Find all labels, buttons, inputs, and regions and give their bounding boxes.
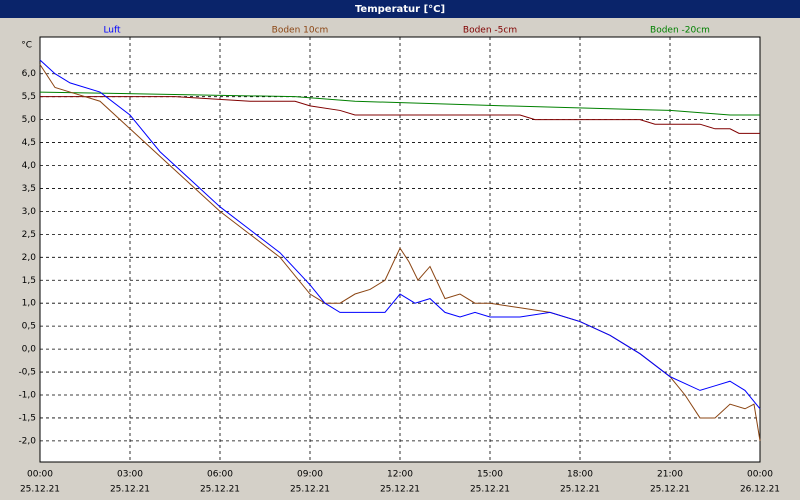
y-tick-label: 1,5	[22, 276, 36, 286]
x-tick-label: 03:00	[117, 470, 143, 480]
x-tick-label: 18:00	[567, 470, 593, 480]
x-tick-date: 25.12.21	[380, 485, 420, 495]
y-tick-label: 1,0	[22, 299, 37, 309]
x-tick-date: 25.12.21	[110, 485, 150, 495]
data-line	[40, 96, 760, 134]
chart-title: Temperatur [°C]	[355, 4, 445, 15]
y-tick-label: -0,5	[18, 368, 36, 378]
x-tick-label: 15:00	[477, 470, 503, 480]
legend-entry: Boden -20cm	[650, 26, 710, 36]
y-tick-label: 0,5	[22, 322, 36, 332]
y-tick-label: 2,5	[22, 230, 36, 240]
y-tick-label: 3,0	[22, 207, 37, 217]
legend-entry: Boden -5cm	[463, 26, 517, 36]
x-tick-date: 26.12.21	[740, 485, 780, 495]
data-line	[39, 64, 761, 441]
x-tick-date: 25.12.21	[20, 485, 60, 495]
data-line	[39, 91, 760, 116]
y-tick-label: 0,0	[22, 345, 37, 355]
y-tick-label: 4,5	[22, 138, 36, 148]
y-tick-label: 2,0	[22, 253, 37, 263]
x-tick-date: 25.12.21	[200, 485, 240, 495]
y-tick-label: 3,5	[22, 184, 36, 194]
x-tick-label: 00:00	[27, 470, 53, 480]
x-tick-label: 21:00	[657, 470, 683, 480]
x-tick-label: 00:00	[747, 470, 773, 480]
legend-entry: Luft	[103, 26, 121, 36]
y-tick-label: -2,0	[18, 436, 36, 446]
y-tick-label: -1,0	[18, 390, 36, 400]
title-bar	[0, 0, 800, 18]
x-tick-date: 25.12.21	[290, 485, 330, 495]
x-tick-label: 09:00	[297, 470, 323, 480]
x-tick-date: 25.12.21	[650, 485, 690, 495]
x-tick-label: 12:00	[387, 470, 413, 480]
x-tick-date: 25.12.21	[560, 485, 600, 495]
legend-entry: Boden 10cm	[272, 26, 329, 36]
x-tick-label: 06:00	[207, 470, 233, 480]
y-tick-label: 6,0	[22, 69, 37, 79]
x-tick-date: 25.12.21	[470, 485, 510, 495]
y-tick-label: 4,0	[22, 161, 37, 171]
y-tick-label: 5,0	[22, 115, 37, 125]
data-line	[39, 59, 761, 410]
y-unit: °C	[21, 41, 32, 51]
y-tick-label: -1,5	[18, 413, 36, 423]
y-tick-label: 5,5	[22, 92, 36, 102]
